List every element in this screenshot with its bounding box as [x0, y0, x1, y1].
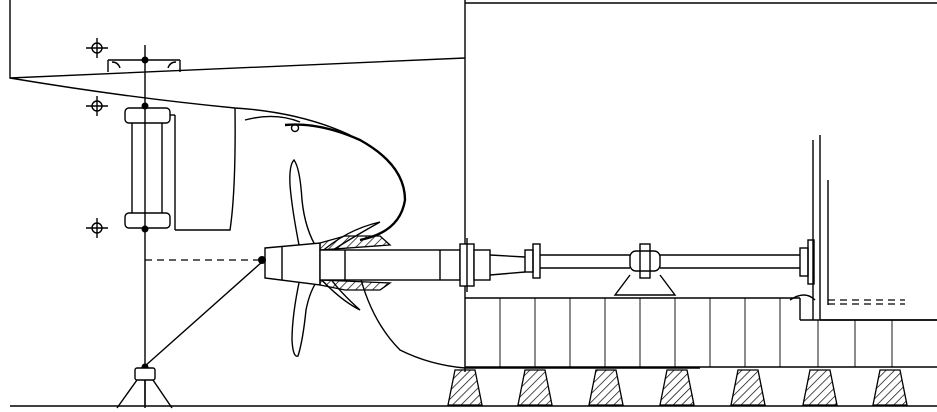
- keel-block-4: [659, 369, 695, 406]
- keel-block-7: [872, 369, 908, 406]
- alignment-target-top: [86, 38, 108, 58]
- keel-block-3: [588, 369, 624, 406]
- sighting-tripod: [116, 261, 263, 409]
- keel-block-6: [802, 369, 838, 406]
- stern-bulb: [175, 107, 700, 369]
- rudder-carrier: [107, 59, 181, 72]
- rudder-blade-outline: [131, 114, 176, 230]
- alignment-target-bottom: [86, 218, 108, 238]
- lifting-eye: [290, 123, 300, 133]
- bulkhead-coupling: [459, 238, 526, 292]
- stern-tube: [319, 235, 461, 291]
- double-bottom-frames: [465, 297, 937, 368]
- engine-flange: [789, 135, 937, 321]
- rudder-reference-line: [141, 45, 262, 405]
- intermediate-bearing: [613, 243, 800, 296]
- intermediate-shaft: [524, 243, 630, 279]
- keel-block-2: [517, 369, 553, 406]
- hull-outline: [9, 0, 937, 372]
- lower-pintle-housing: [124, 212, 171, 229]
- keel-block-5: [730, 369, 766, 406]
- upper-pintle-housing: [124, 107, 171, 124]
- alignment-target-middle: [86, 96, 108, 116]
- keel-block-1: [447, 369, 483, 406]
- keel-blocks: [447, 369, 908, 406]
- propeller-hub: [258, 242, 321, 286]
